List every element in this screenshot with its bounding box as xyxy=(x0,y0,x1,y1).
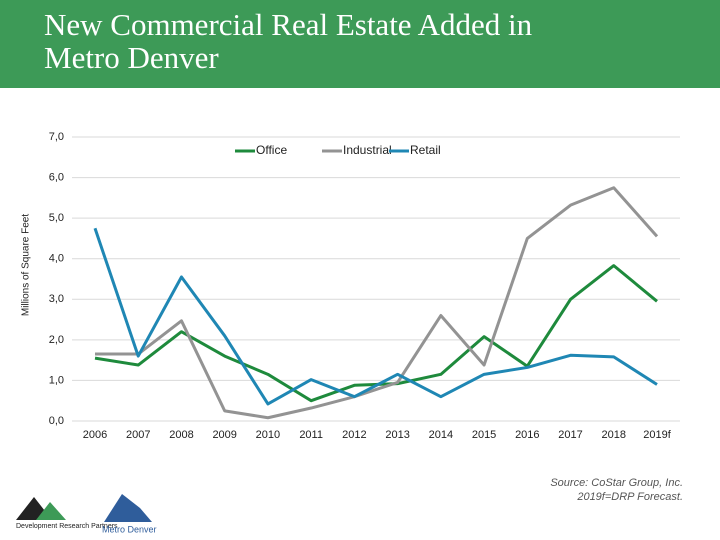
x-tick-label: 2016 xyxy=(515,429,539,441)
y-tick-label: 0,0 xyxy=(49,415,64,427)
legend-label: Office xyxy=(256,143,287,157)
y-tick-label: 4,0 xyxy=(49,253,64,265)
logo-text: Development Research Partners xyxy=(16,523,118,530)
series-line xyxy=(93,227,658,406)
x-tick-label: 2007 xyxy=(126,429,150,441)
y-tick-label: 2,0 xyxy=(49,334,64,346)
chart-title: New Commercial Real Estate Added in Metro… xyxy=(44,7,533,75)
logo-drp: Development Research Partners xyxy=(16,497,118,530)
y-tick-label: 6,0 xyxy=(49,171,64,183)
y-tick-label: 5,0 xyxy=(49,212,64,224)
legend-label: Industrial xyxy=(343,143,392,157)
x-tick-label: 2006 xyxy=(83,429,107,441)
x-tick-label: 2017 xyxy=(558,429,582,441)
x-tick-label: 2013 xyxy=(385,429,409,441)
x-tick-label: 2018 xyxy=(602,429,626,441)
x-tick-label: 2019f xyxy=(643,429,671,441)
x-tick-label: 2008 xyxy=(169,429,193,441)
y-axis-label: Millions of Square Feet xyxy=(21,214,32,316)
header-band xyxy=(0,0,720,88)
logo-metro-denver: Metro Denver xyxy=(102,494,157,534)
y-tick-label: 1,0 xyxy=(49,374,64,386)
x-tick-label: 2015 xyxy=(472,429,496,441)
x-tick-label: 2012 xyxy=(342,429,366,441)
logo-text: Metro Denver xyxy=(102,524,157,534)
source: 2019f=DRP Forecast. xyxy=(576,491,683,503)
y-tick-label: 7,0 xyxy=(49,131,64,143)
y-tick-label: 3,0 xyxy=(49,293,64,305)
legend-label: Retail xyxy=(410,143,441,157)
x-tick-label: 2010 xyxy=(256,429,280,441)
source: Source: CoStar Group, Inc. xyxy=(550,477,683,489)
series-line xyxy=(95,186,659,420)
x-tick-label: 2011 xyxy=(299,429,323,441)
x-tick-label: 2014 xyxy=(429,429,453,441)
x-tick-label: 2009 xyxy=(212,429,236,441)
